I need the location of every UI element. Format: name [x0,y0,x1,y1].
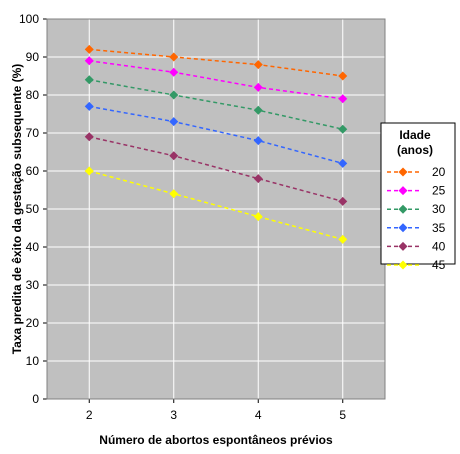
data-point-marker [84,56,94,66]
series-40 [84,132,348,206]
series-45 [84,166,348,244]
legend-item: 40 [387,239,446,253]
series-line [89,105,343,165]
gridlines [47,19,385,399]
legend-label: 35 [432,221,446,235]
series-30 [84,75,348,134]
y-tick-label: 90 [26,50,40,64]
data-point-marker [169,90,179,100]
data-point-marker [338,196,348,206]
legend-marker [398,223,408,233]
legend-box [380,122,456,265]
y-tick-label: 0 [32,392,39,406]
data-point-marker [169,117,179,127]
legend-marker [398,167,408,177]
data-point-marker [338,158,348,168]
data-point-marker [253,60,263,70]
y-tick-label: 50 [26,202,40,216]
series-20 [84,44,348,81]
y-tick-label: 60 [26,164,40,178]
legend-item: 25 [387,184,446,198]
series-line [89,60,343,100]
y-tick-label: 10 [26,354,40,368]
data-point-marker [84,132,94,142]
series-25 [84,56,348,104]
data-point-marker [84,101,94,111]
y-tick-label: 100 [19,12,39,26]
y-tick-label: 20 [26,316,40,330]
y-axis-label: Taxa predita de êxito da gestação subseq… [10,64,24,355]
data-point-marker [338,234,348,244]
data-point-marker [169,151,179,161]
series-line [89,79,343,130]
x-axis-label: Número de abortos espontâneos prévios [99,433,333,447]
data-point-marker [253,212,263,222]
legend-label: 45 [432,258,446,272]
data-point-marker [253,82,263,92]
legend-label: 30 [432,202,446,216]
series-line [89,48,343,77]
data-point-marker [253,136,263,146]
x-axis-ticks: 2 3 4 5 [86,399,346,422]
legend: Idade (anos) 20 25 30 35 40 45 [380,122,456,272]
y-axis-ticks: 0 10 20 30 40 50 60 70 80 90 100 [19,12,47,406]
data-point-marker [84,166,94,176]
data-point-marker [253,174,263,184]
y-tick-label: 70 [26,126,40,140]
x-tick-label: 2 [86,408,93,422]
data-point-marker [169,52,179,62]
legend-label: 25 [432,184,446,198]
data-point-marker [253,105,263,115]
x-tick-label: 4 [255,408,262,422]
series-group [84,44,348,244]
legend-marker [398,204,408,214]
y-tick-label: 30 [26,278,40,292]
legend-title-line1: Idade [399,128,431,142]
legend-marker [398,186,408,196]
x-tick-label: 3 [170,408,177,422]
data-point-marker [169,67,179,77]
data-point-marker [338,94,348,104]
series-line [89,170,343,241]
data-point-marker [169,189,179,199]
series-35 [84,101,348,168]
legend-item: 30 [387,202,446,216]
legend-item: 20 [387,165,446,179]
legend-item: 35 [387,221,446,235]
series-line [89,136,343,203]
y-tick-label: 40 [26,240,40,254]
x-tick-label: 5 [339,408,346,422]
data-point-marker [84,44,94,54]
data-point-marker [338,124,348,134]
y-tick-label: 80 [26,88,40,102]
data-point-marker [84,75,94,85]
legend-label: 40 [432,239,446,253]
data-point-marker [338,71,348,81]
legend-marker [398,241,408,251]
legend-marker [398,260,408,270]
legend-title-line2: (anos) [397,143,433,157]
legend-items: 20 25 30 35 40 45 [387,165,446,272]
legend-label: 20 [432,165,446,179]
legend-item: 45 [387,258,446,272]
